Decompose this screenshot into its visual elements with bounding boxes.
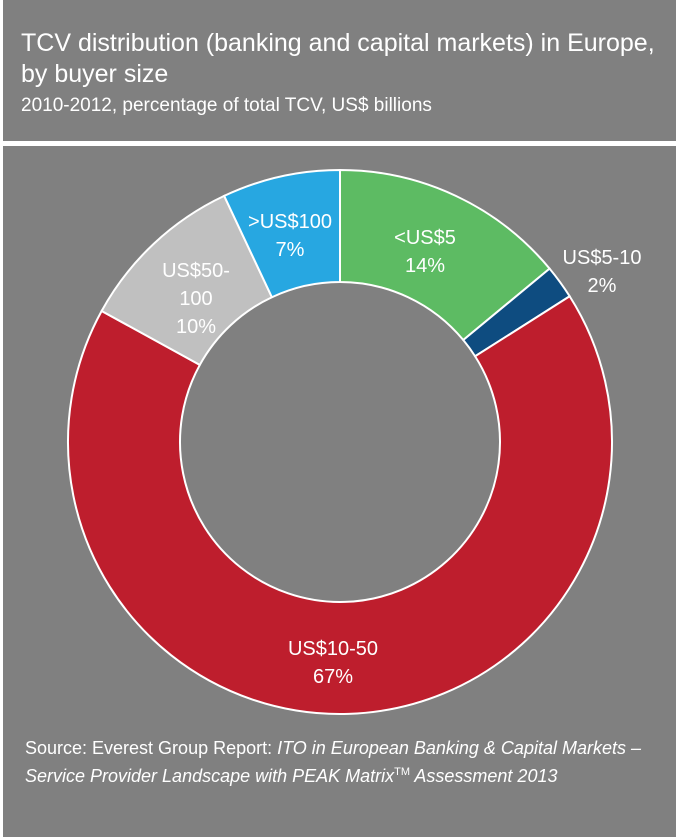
slice-value-label: 10% bbox=[176, 316, 216, 338]
source-suffix: Assessment 2013 bbox=[410, 766, 558, 786]
slice-category-label: 100 bbox=[179, 288, 212, 310]
chart-header: TCV distribution (banking and capital ma… bbox=[3, 0, 676, 141]
slice-category-label: US$5-10 bbox=[563, 247, 642, 269]
source-note: Source: Everest Group Report: ITO in Eur… bbox=[25, 736, 665, 788]
trademark: TM bbox=[394, 766, 411, 778]
slice-value-label: 2% bbox=[588, 275, 617, 297]
slice-value-label: 67% bbox=[313, 666, 353, 688]
slice-value-label: 14% bbox=[405, 255, 445, 277]
donut-slice bbox=[222, 168, 341, 299]
chart-title: TCV distribution (banking and capital ma… bbox=[21, 29, 655, 88]
slice-category-label: US$10-50 bbox=[288, 638, 378, 660]
source-prefix: Source: Everest Group Report: bbox=[25, 738, 278, 758]
slice-category-label: >US$100 bbox=[248, 211, 332, 233]
chart-subtitle: 2010-2012, percentage of total TCV, US$ … bbox=[21, 95, 432, 116]
slice-category-label: <US$5 bbox=[394, 227, 456, 249]
slice-value-label: 7% bbox=[276, 239, 305, 261]
slice-category-label: US$50- bbox=[162, 260, 230, 282]
donut-slice bbox=[67, 294, 613, 715]
source-title: ITO in European Banking & Capital Market… bbox=[25, 738, 641, 786]
